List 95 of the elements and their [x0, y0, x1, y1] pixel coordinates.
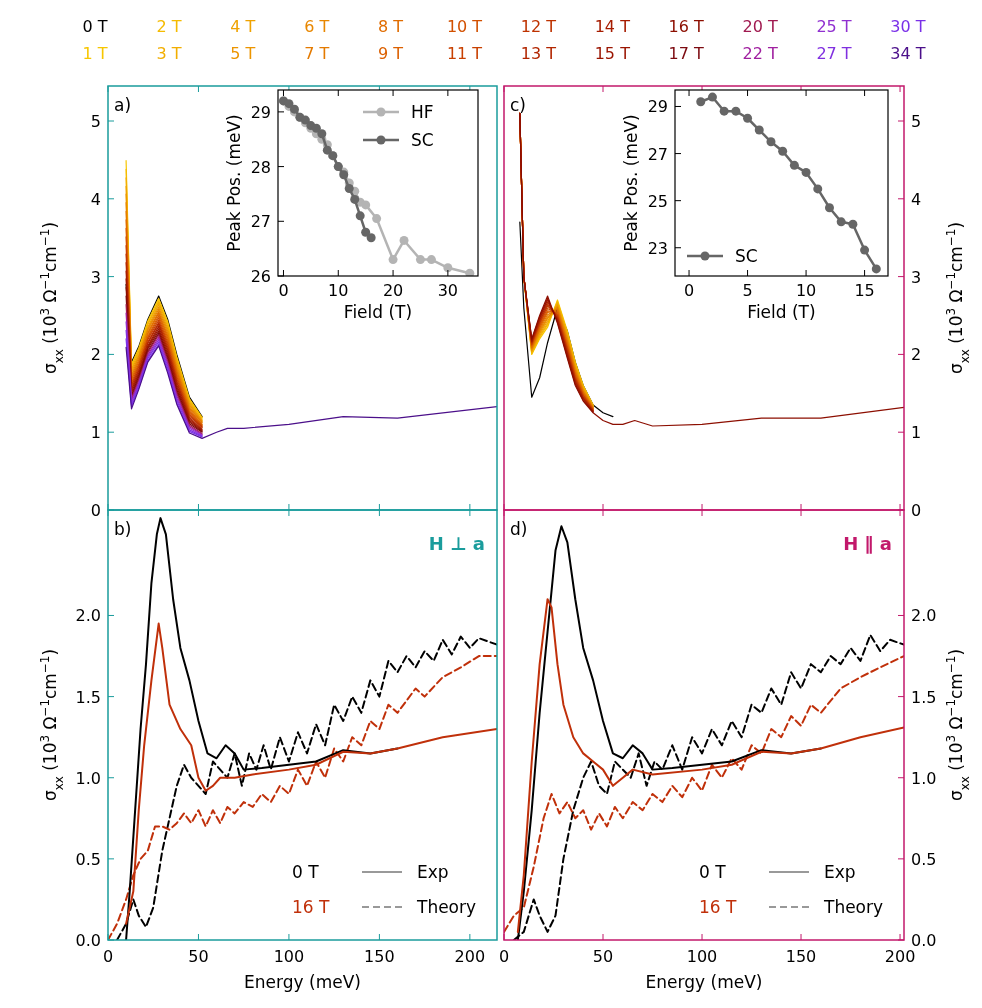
y-tick-label: 23: [647, 238, 668, 258]
y-tick-label: 1.0: [75, 768, 101, 788]
text: 0 T: [699, 862, 727, 882]
text: 5 T: [230, 44, 256, 63]
y2-tick-label: 1.5: [911, 687, 937, 707]
text: 15 T: [594, 44, 631, 63]
text: 13 T: [520, 44, 557, 63]
text: 14 T: [594, 17, 631, 36]
text: 3 T: [156, 44, 182, 63]
y2-tick-label: 2: [911, 345, 922, 365]
text: 25 T: [816, 17, 852, 36]
y-tick-label: 29: [647, 97, 668, 117]
legend-label: SC: [735, 246, 758, 266]
x-tick-label: 0: [683, 281, 695, 300]
y-tick-label: 29: [250, 102, 271, 122]
y2-tick-label: 0.0: [911, 931, 937, 950]
x-tick-label: 15: [854, 281, 875, 300]
x-tick-label: 10: [795, 281, 817, 300]
text: 6 T: [304, 17, 330, 36]
text: 16 T: [292, 897, 331, 917]
text: 11 T: [446, 44, 483, 63]
x-tick-label: 5: [742, 281, 753, 300]
text: 27 T: [816, 44, 852, 63]
y-tick-label: 25: [647, 191, 668, 211]
x-tick-label: 50: [592, 947, 614, 966]
x-tick-label: 100: [686, 947, 718, 966]
text: 7 T: [304, 44, 330, 63]
y2-tick-label: 1: [911, 423, 922, 443]
y2-tick-label: 3: [911, 267, 922, 287]
annotation: Exp: [824, 862, 856, 882]
y-tick-label: 27: [647, 144, 668, 164]
y-tick-label: 5: [90, 112, 101, 132]
text: 10 T: [446, 17, 483, 36]
y2-tick-label: 0.5: [911, 849, 937, 869]
x-tick-label: 20: [382, 281, 404, 300]
x-axis-title: Field (T): [747, 302, 816, 322]
x-tick-label: 10: [328, 281, 349, 300]
y-tick-label: 2: [90, 345, 101, 365]
x-tick-label: 200: [454, 947, 486, 966]
x-tick-label: 100: [273, 947, 305, 966]
y-tick-label: 0.5: [75, 849, 101, 869]
text: 34 T: [890, 44, 926, 63]
legend-label: SC: [411, 130, 434, 150]
x-tick-label: 0: [278, 281, 289, 300]
x-tick-label: 50: [188, 947, 209, 966]
y-tick-label: 2.0: [75, 606, 101, 626]
annotation: Theory: [416, 897, 477, 917]
y-tick-label: 0: [90, 501, 101, 520]
annotation: b): [114, 519, 132, 539]
annotation: Theory: [823, 897, 884, 917]
annotation: Exp: [417, 862, 449, 882]
annotation: a): [114, 95, 132, 115]
y-tick-label: 4: [90, 189, 101, 209]
text: 22 T: [742, 44, 778, 63]
annotation: c): [510, 95, 526, 115]
x-axis-title: Energy (meV): [645, 972, 763, 992]
annotation: H ∥ a: [843, 533, 892, 554]
x-axis-title: Energy (meV): [244, 972, 361, 992]
y2-tick-label: 2.0: [911, 606, 937, 626]
y2-tick-label: 5: [911, 112, 922, 132]
annotation: d): [510, 519, 528, 539]
legend-label: HF: [411, 102, 434, 122]
y-tick-label: 28: [250, 157, 271, 177]
x-tick-label: 0: [102, 947, 114, 966]
y-axis-title: Peak Pos. (meV): [224, 114, 244, 252]
text: 0 T: [82, 17, 108, 36]
text: 17 T: [668, 44, 705, 63]
text: 12 T: [520, 17, 557, 36]
text: 20 T: [742, 17, 778, 36]
y2-tick-label: 1.0: [911, 768, 937, 788]
text: 1 T: [82, 44, 108, 63]
y-tick-label: 27: [250, 212, 271, 232]
x-axis-title: Field (T): [343, 302, 413, 322]
y2-tick-label: 0: [911, 501, 922, 520]
text: 30 T: [890, 17, 926, 36]
text: 4 T: [230, 17, 256, 36]
text: 2 T: [156, 17, 182, 36]
y-tick-label: 0.0: [75, 931, 101, 950]
y-tick-label: 1.5: [75, 687, 101, 707]
y2-tick-label: 4: [911, 189, 922, 209]
text: 16 T: [668, 17, 705, 36]
text: 16 T: [699, 897, 738, 917]
text: 0 T: [292, 862, 320, 882]
y-tick-label: 1: [90, 423, 101, 443]
y-tick-label: 3: [90, 267, 101, 287]
x-tick-label: 0: [498, 947, 510, 966]
x-tick-label: 150: [364, 947, 395, 966]
x-tick-label: 200: [884, 947, 916, 966]
y-axis-title: Peak Pos. (meV): [621, 114, 641, 252]
text: 8 T: [378, 17, 404, 36]
text: 9 T: [378, 44, 404, 63]
x-tick-label: 150: [785, 947, 817, 966]
x-tick-label: 30: [437, 281, 459, 300]
y-tick-label: 26: [250, 267, 271, 286]
annotation: H ⊥ a: [428, 533, 485, 554]
